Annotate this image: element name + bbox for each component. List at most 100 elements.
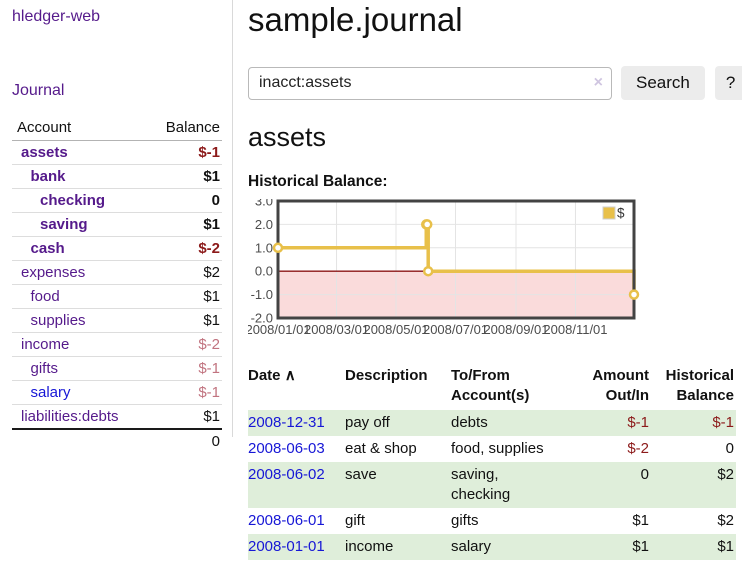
page-title: sample.journal [248,1,463,38]
accounts-table: Account Balance assets $-1 bank $1 checking 0… [12,116,222,453]
transaction-accounts: gifts [451,512,479,529]
register-header-accounts: To/From Account(s) [451,367,530,404]
transaction-date-link[interactable]: 2008-12-31 [248,414,325,431]
chart-title: Historical Balance: [248,173,388,190]
account-balance: $1 [145,308,222,333]
account-balance: $-2 [145,332,222,357]
data-point [421,219,433,230]
search-button[interactable]: Search [621,66,705,100]
account-link-food[interactable]: food [30,288,60,305]
account-link-gifts[interactable]: gifts [30,360,59,377]
transaction-amount: 0 [571,462,651,508]
y-tick-label: -1.0 [251,287,273,302]
app-title-link[interactable]: hledger-web [12,8,101,25]
account-link-expenses[interactable]: expenses [21,264,86,281]
register-header-date[interactable]: Date ∧ [248,367,296,384]
transaction-date-link: 2008-01-01 [248,534,345,560]
y-tick-label: 0.0 [255,264,273,279]
account-balance: $-1 [145,356,222,381]
chart-canvas: $3.0 2.0 1.0 0.0 -1.0 -2.02008/01/012008/03/0… [245,194,640,337]
transaction-date-link: 2008-06-01 [248,508,345,534]
account-balance: $1 [145,164,222,189]
x-tick-label: 2008/01/01 [248,322,311,337]
account-balance: $-2 [145,236,222,261]
account-row: gifts $-1 [12,356,222,381]
account-link-bank[interactable]: bank [30,168,66,185]
x-tick-label: 2008/11/01 [543,322,607,337]
account-balance: $2 [145,260,222,285]
help-button[interactable]: ? [714,66,742,100]
account-row: supplies $1 [12,308,222,333]
account-row: checking 0 [12,188,222,213]
x-tick-label: 2008/09/01 [483,322,548,337]
y-tick-label: 3.0 [255,199,273,209]
account-row: expenses $2 [12,260,222,285]
accounts-header-account: Account [12,116,146,141]
transaction-amount: $1 [632,512,649,529]
x-tick-label: 2008/03/01 [304,322,369,337]
legend-swatch [602,206,616,220]
account-link-saving[interactable]: saving [40,216,88,233]
transaction-balance: $2 [651,462,736,508]
transaction-date-link: 2008-06-02 [248,462,345,508]
transaction-date-link[interactable]: 2008-06-01 [248,512,325,529]
account-link-liabilities-debts[interactable]: liabilities:debts [21,408,119,425]
account-row: salary $-1 [12,380,222,405]
account-row: liabilities:debts $1 [12,404,222,429]
balance-chart: $3.0 2.0 1.0 0.0 -1.0 -2.0 2008/01/01 2008/03/0… [245,194,736,344]
transaction-date-link[interactable]: 2008-01-01 [248,538,325,555]
y-tick-label: -2.0 [251,311,273,326]
transaction-date-link[interactable]: 2008-06-03 [248,440,325,457]
account-balance: $1 [145,284,222,309]
register-header-amount: Amount Out/In [592,367,649,404]
sort-asc-icon: ∧ [284,367,296,384]
data-point [628,289,640,300]
y-tick-label: 1.0 [255,240,273,255]
accounts-header-balance: Balance [145,116,222,141]
account-balance: $-1 [198,144,220,161]
sidebar-item-journal[interactable]: Journal [12,82,65,99]
account-link-income[interactable]: income [21,336,70,353]
data-point [422,265,434,277]
sidebar: hledger-web Journal Account Balance asse… [0,0,233,453]
transaction-accounts: food, supplies [451,440,544,457]
account-balance: 0 [145,188,222,213]
account-link-cash[interactable]: cash [30,240,65,257]
account-row: food $1 [12,284,222,309]
transaction-balance: 0 [725,440,734,457]
data-point [272,242,284,254]
account-balance: $1 [145,404,222,429]
transaction-accounts: debts [451,410,571,436]
account-link-salary[interactable]: salary [30,384,71,401]
account-link-supplies[interactable]: supplies [30,312,86,329]
transaction-description: gift [345,512,366,529]
transaction-balance: $2 [717,512,734,529]
register-table: Date ∧ Description To/From Account(s) Am… [248,364,736,560]
transaction-date-link[interactable]: 2008-06-02 [248,466,325,483]
search-bar: × Search ? [248,66,742,100]
account-balance: $1 [145,212,222,237]
register-header-description: Description [345,367,428,384]
transaction-date-link: 2008-06-03 [248,436,345,462]
account-row: cash $-2 [12,236,222,261]
account-row: income $-2 [12,332,222,357]
accounts-total-row: 0 [12,428,222,453]
transaction-description: pay off [345,410,451,436]
account-row: assets $-1 [12,141,222,165]
transaction-accounts: salary [451,534,571,560]
x-tick-label: 2008/05/01 [363,322,428,337]
search-input[interactable] [248,66,612,100]
account-row: saving $1 [12,212,222,237]
account-balance: $-1 [145,380,222,405]
y-tick-label: 2.0 [255,217,273,232]
account-link-checking[interactable]: checking [40,192,106,209]
account-link-assets[interactable]: assets [21,144,68,161]
transaction-amount: $-1 [571,410,651,436]
plot-border [276,199,636,320]
transaction-balance: $1 [651,534,736,560]
transaction-amount: $-2 [627,440,649,457]
transaction-description: eat & shop [345,440,417,457]
transaction-date-link: 2008-12-31 [248,410,345,436]
account-heading: assets [248,122,327,152]
clear-search-icon[interactable]: × [593,73,603,91]
